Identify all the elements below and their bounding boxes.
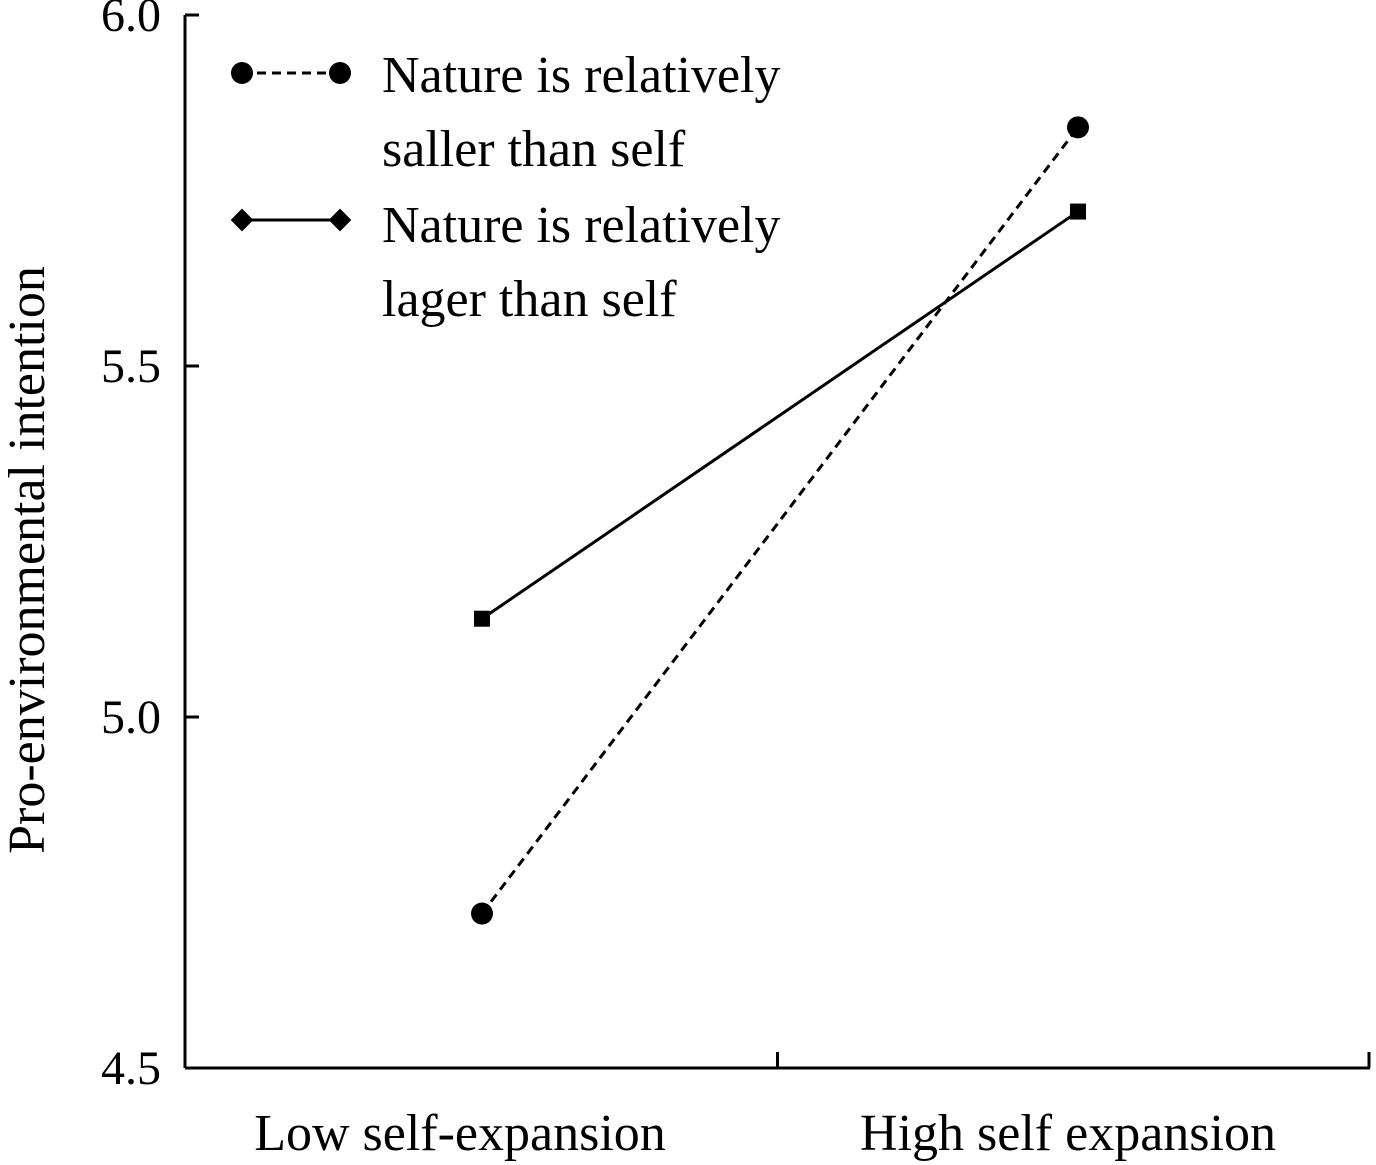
legend-label: lager than self	[382, 271, 677, 328]
series-2	[474, 203, 1086, 627]
data-point	[474, 610, 490, 627]
legend-entry-1: Nature is relatively saller than self	[231, 47, 781, 178]
series-layer	[471, 116, 1089, 925]
y-axis-title: Pro-environmental intention	[0, 266, 56, 854]
y-tick-label: 6.0	[101, 0, 161, 42]
legend-marker	[230, 208, 254, 232]
data-point	[1067, 116, 1089, 139]
legend-label: saller than self	[382, 121, 686, 178]
legend-marker	[329, 62, 351, 84]
legend-marker	[231, 62, 253, 84]
data-point	[1070, 203, 1086, 220]
axes: 4.5 5.0 5.5 6.0 Low self-expansion High self …	[101, 0, 1371, 1162]
y-tick-label: 5.5	[101, 340, 161, 393]
y-tick-label: 4.5	[101, 1042, 161, 1095]
x-tick-label: Low self-expansion	[254, 1105, 666, 1162]
legend-marker	[328, 208, 352, 232]
series-line	[481, 210, 1079, 620]
x-tick-label: High self expansion	[860, 1105, 1276, 1162]
legend-label: Nature is relatively	[382, 197, 781, 254]
y-tick-label: 5.0	[101, 691, 161, 744]
data-point	[471, 902, 493, 925]
legend-entry-2: Nature is relatively lager than self	[230, 197, 781, 328]
legend-label: Nature is relatively	[382, 47, 781, 104]
series-1	[471, 116, 1089, 925]
